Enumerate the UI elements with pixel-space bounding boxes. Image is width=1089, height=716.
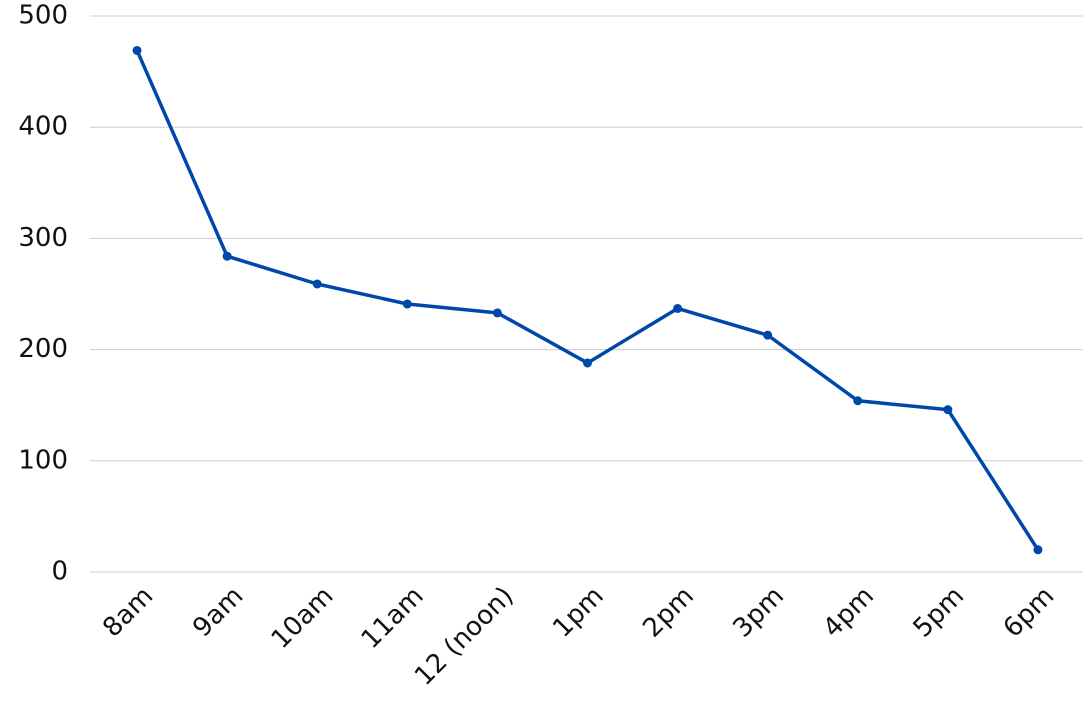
x-tick-label: 11am: [356, 581, 430, 655]
x-tick-label: 9am: [187, 581, 249, 643]
data-point: [763, 330, 773, 340]
x-tick-label: 10am: [266, 581, 340, 655]
y-tick-label: 100: [18, 445, 68, 475]
x-tick-label: 8am: [97, 581, 159, 643]
y-tick-label: 300: [18, 223, 68, 253]
y-tick-label: 0: [51, 557, 68, 587]
data-line: [135, 49, 1040, 551]
data-point: [943, 405, 953, 415]
data-point: [402, 299, 412, 309]
data-point: [853, 396, 863, 406]
data-point: [492, 308, 502, 318]
x-tick-label: 1pm: [547, 581, 609, 643]
data-point: [673, 303, 683, 313]
y-tick-label: 400: [18, 112, 68, 142]
x-tick-label: 12 (noon): [409, 581, 520, 692]
data-point: [1033, 545, 1043, 555]
data-point: [583, 358, 592, 368]
x-tick-label: 3pm: [727, 581, 789, 643]
y-tick-label: 200: [18, 334, 68, 364]
data-point: [222, 251, 232, 261]
x-tick-label: 6pm: [998, 581, 1060, 643]
x-tick-label: 5pm: [908, 581, 970, 643]
x-tick-label: 4pm: [818, 581, 880, 643]
data-point: [312, 279, 322, 289]
data-point: [132, 45, 142, 55]
y-tick-label: 500: [18, 1, 68, 31]
x-tick-label: 2pm: [637, 581, 699, 643]
